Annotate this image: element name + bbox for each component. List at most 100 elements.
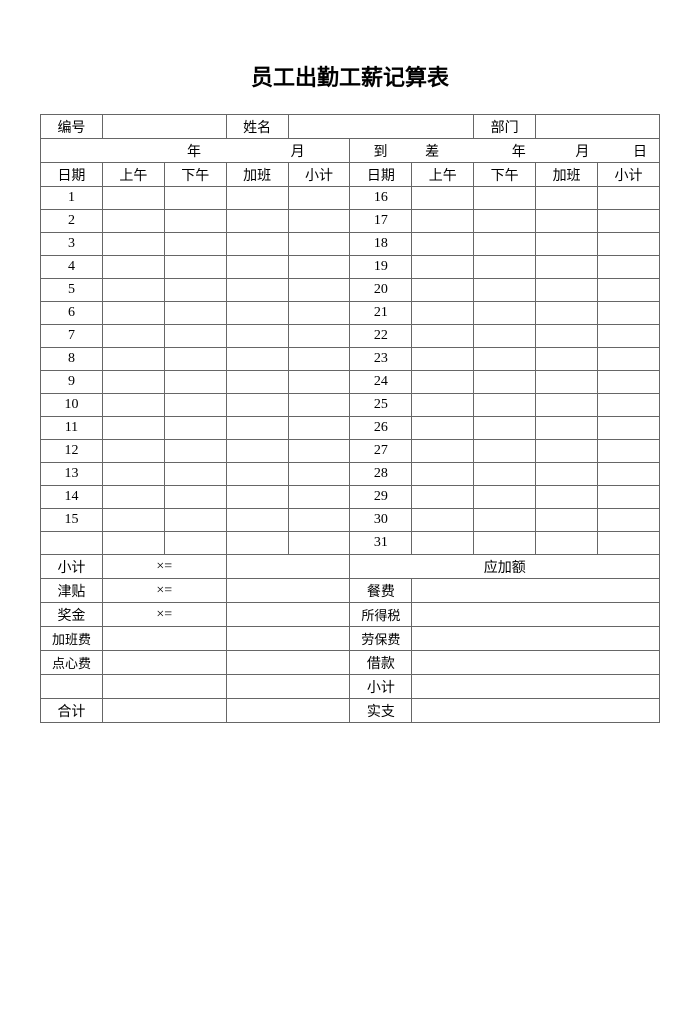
cell — [226, 603, 350, 627]
otpay-label: 加班费 — [41, 627, 103, 651]
page: 员工出勤工薪记算表 编号 姓名 部门 年 月 到 差 年 月 — [0, 0, 700, 1030]
date-cell: 24 — [350, 371, 412, 394]
cell — [536, 509, 598, 532]
cell — [288, 187, 350, 210]
cell — [164, 348, 226, 371]
cell — [164, 233, 226, 256]
cell — [474, 463, 536, 486]
loan-label: 借款 — [350, 651, 412, 675]
cell — [102, 348, 164, 371]
cell — [226, 555, 350, 579]
cell — [412, 675, 660, 699]
cell — [536, 532, 598, 555]
cell — [536, 486, 598, 509]
date-cell: 6 — [41, 302, 103, 325]
cell — [288, 233, 350, 256]
table-row: 217 — [41, 210, 660, 233]
col-am-l: 上午 — [102, 163, 164, 187]
info-row: 编号 姓名 部门 — [41, 115, 660, 139]
summary-row: 合计 实支 — [41, 699, 660, 723]
dept-label: 部门 — [474, 115, 536, 139]
cell — [412, 348, 474, 371]
snack-label: 点心费 — [41, 651, 103, 675]
cell — [598, 348, 660, 371]
cell — [226, 233, 288, 256]
year2-label: 年 — [460, 141, 526, 161]
arrive-label: 到 — [356, 141, 404, 161]
name-value — [288, 115, 474, 139]
cell — [536, 348, 598, 371]
cell — [288, 440, 350, 463]
cell — [412, 210, 474, 233]
cell — [226, 371, 288, 394]
cell — [412, 440, 474, 463]
cell — [536, 187, 598, 210]
col-ot-r: 加班 — [536, 163, 598, 187]
cell — [102, 651, 226, 675]
cell — [536, 233, 598, 256]
cell — [226, 210, 288, 233]
cell — [164, 256, 226, 279]
cell — [412, 325, 474, 348]
date-cell: 16 — [350, 187, 412, 210]
table-row: 318 — [41, 233, 660, 256]
cell — [226, 532, 288, 555]
cell — [102, 486, 164, 509]
cell — [288, 302, 350, 325]
cell — [226, 187, 288, 210]
summary-row: 小计 — [41, 675, 660, 699]
tax-label: 所得税 — [350, 603, 412, 627]
cell — [102, 699, 226, 723]
cell — [288, 279, 350, 302]
cell — [474, 417, 536, 440]
cell — [598, 210, 660, 233]
cell — [536, 463, 598, 486]
cell — [288, 325, 350, 348]
cell — [102, 187, 164, 210]
cell — [598, 440, 660, 463]
cell — [412, 651, 660, 675]
cell — [41, 675, 103, 699]
cell — [288, 509, 350, 532]
cell — [102, 371, 164, 394]
col-pm-l: 下午 — [164, 163, 226, 187]
date-cell: 10 — [41, 394, 103, 417]
cell — [226, 440, 288, 463]
date-cell: 13 — [41, 463, 103, 486]
cell — [412, 509, 474, 532]
date-cell: 3 — [41, 233, 103, 256]
date-cell: 8 — [41, 348, 103, 371]
col-date-r: 日期 — [350, 163, 412, 187]
cell — [164, 509, 226, 532]
day-label: 日 — [593, 141, 653, 161]
table-row: 722 — [41, 325, 660, 348]
cell — [226, 699, 350, 723]
date-cell: 30 — [350, 509, 412, 532]
cell — [226, 651, 350, 675]
cell — [226, 417, 288, 440]
cell — [474, 210, 536, 233]
cell — [474, 486, 536, 509]
total-label: 合计 — [41, 699, 103, 723]
cell — [412, 486, 474, 509]
col-ot-l: 加班 — [226, 163, 288, 187]
date-cell: 15 — [41, 509, 103, 532]
cell — [288, 394, 350, 417]
table-row: 924 — [41, 371, 660, 394]
date-cell: 11 — [41, 417, 103, 440]
summary-row: 小计 ×= 应加额 — [41, 555, 660, 579]
cell — [164, 371, 226, 394]
cell — [474, 256, 536, 279]
cell — [164, 486, 226, 509]
cell — [226, 509, 288, 532]
summary-row: 奖金 ×= 所得税 — [41, 603, 660, 627]
cell — [102, 256, 164, 279]
cell — [102, 325, 164, 348]
actual-label: 实支 — [350, 699, 412, 723]
subtotal-label: 小计 — [41, 555, 103, 579]
month2-label: 月 — [529, 141, 589, 161]
cell — [474, 279, 536, 302]
cell — [412, 463, 474, 486]
allowance-label: 津贴 — [41, 579, 103, 603]
cell — [474, 532, 536, 555]
